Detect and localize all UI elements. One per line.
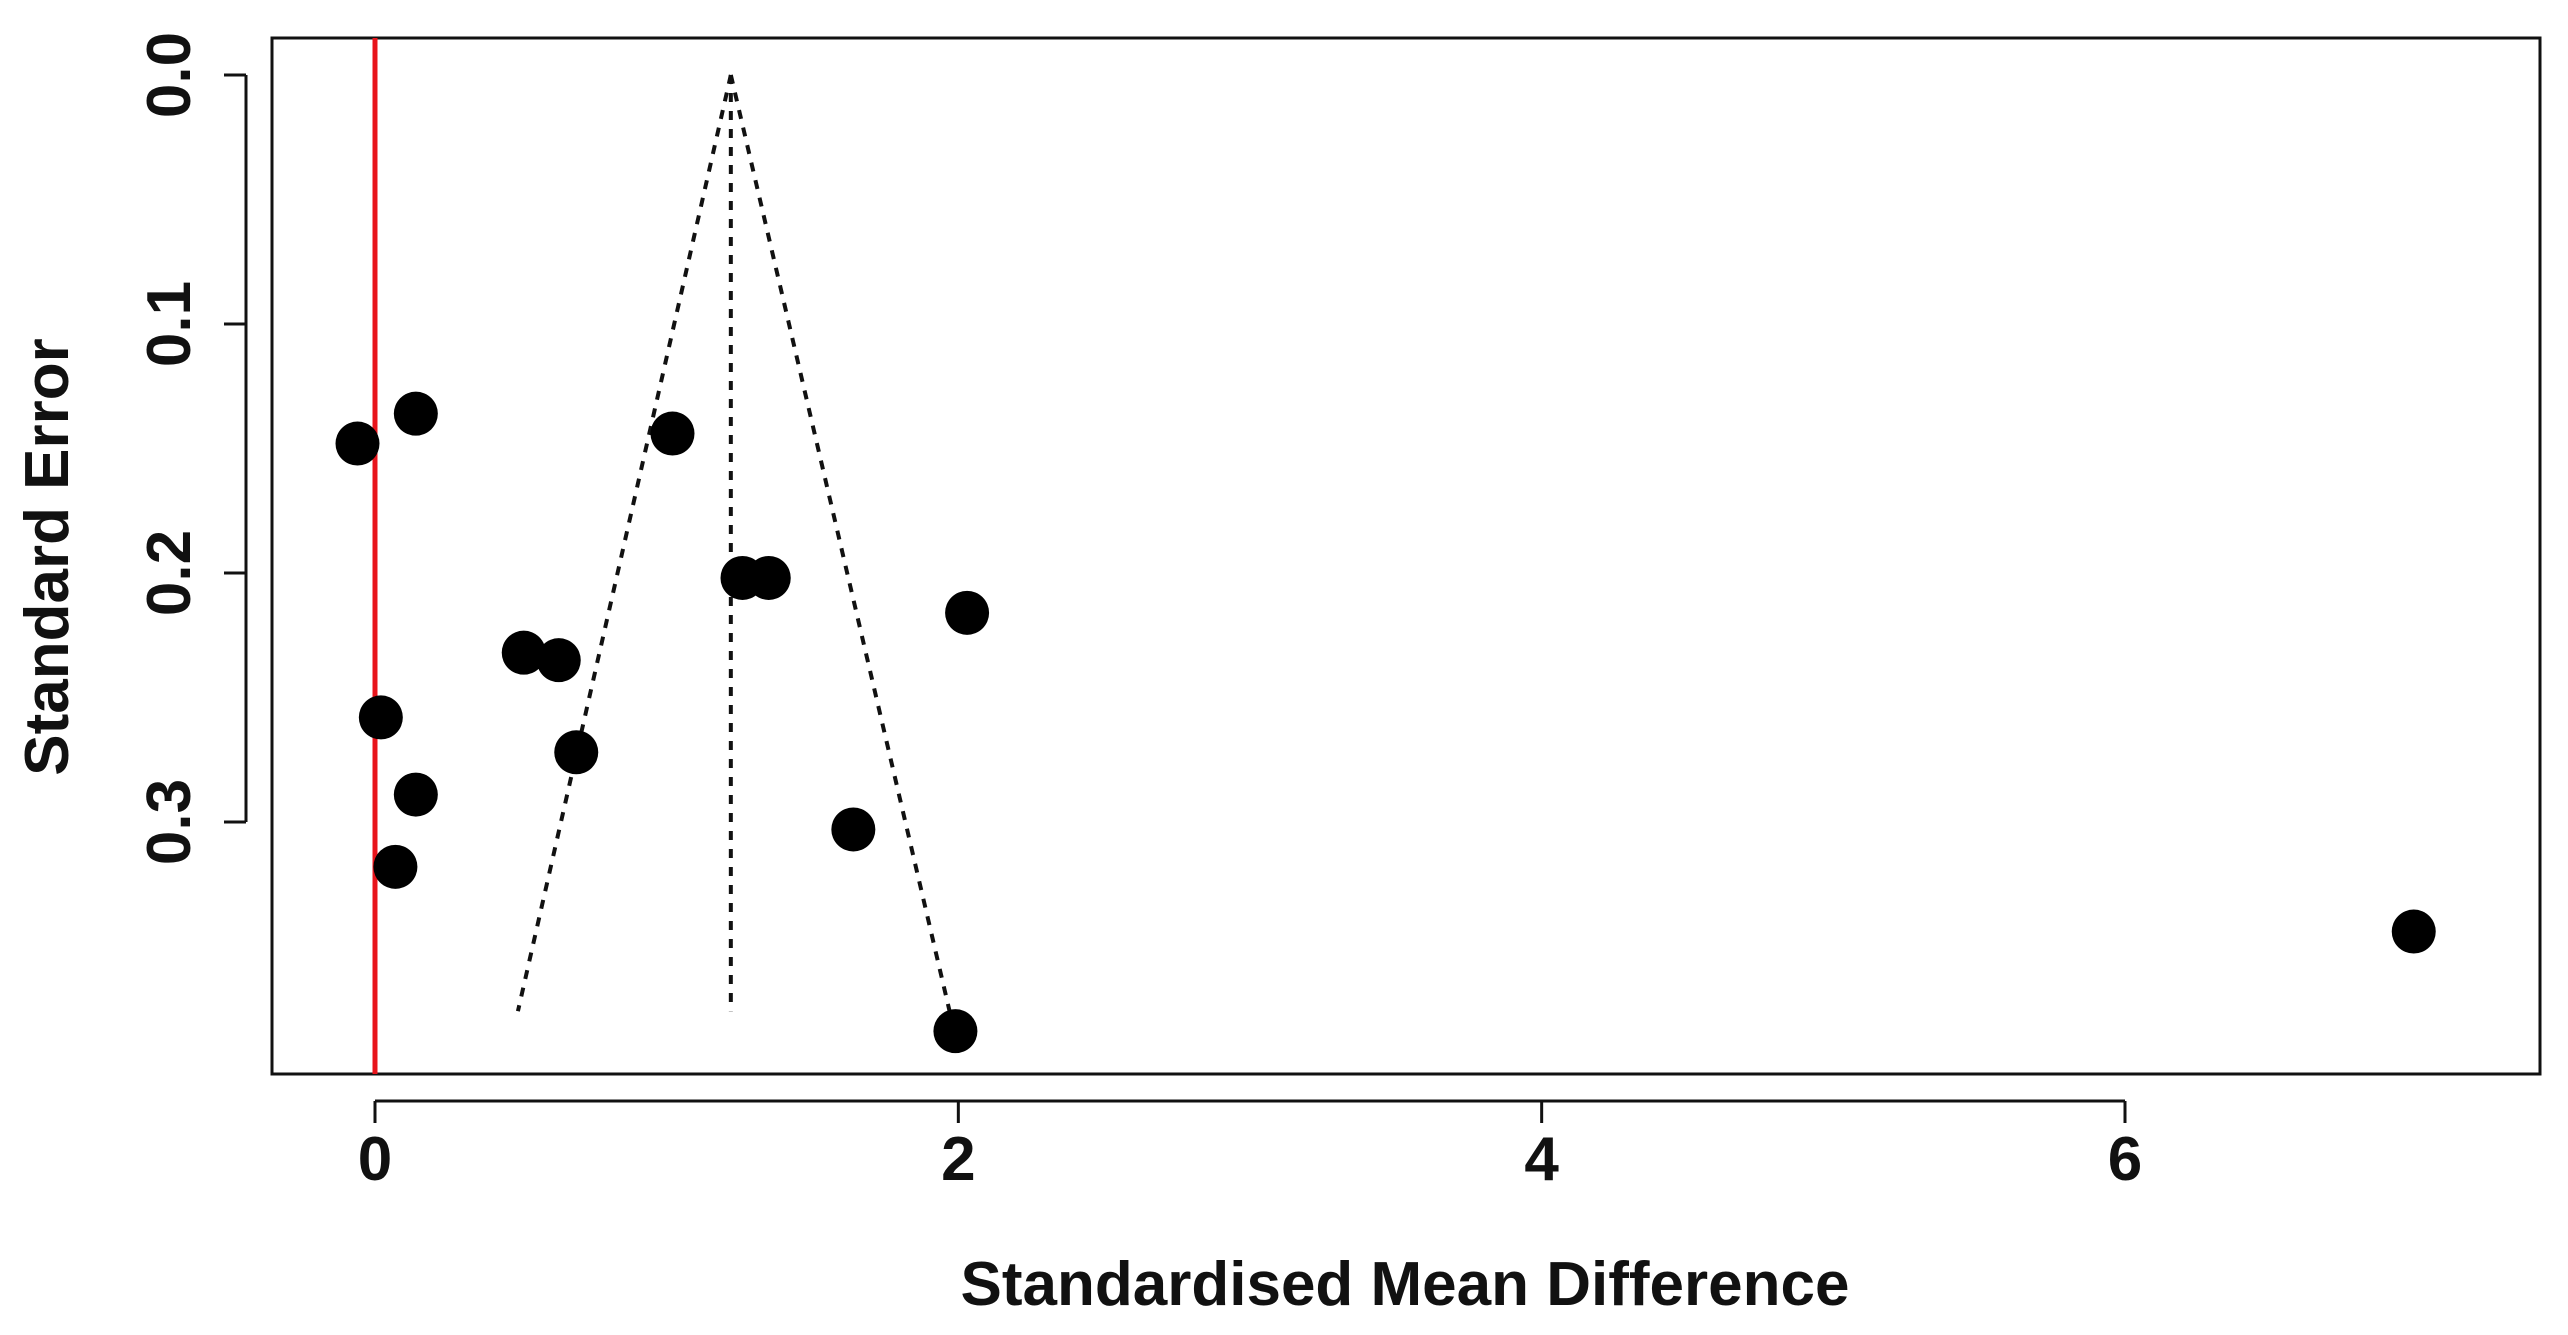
x-axis-label: Standardised Mean Difference [961,1250,1850,1319]
study-point [373,844,418,889]
study-point [335,421,380,466]
x-tick-label: 0 [358,1125,392,1194]
x-tick-label: 2 [941,1125,975,1194]
funnel-left-boundary [515,74,733,1012]
study-point [933,1009,978,1054]
study-point [650,411,695,456]
study-point [945,590,990,635]
study-point [358,695,403,740]
study-point [746,555,791,600]
axes-layer: 0 2 4 6 0.0 0.1 0.2 0.3 [135,32,2142,1194]
y-tick-label: 0.2 [135,530,204,616]
funnel-right-boundary [728,74,952,1012]
study-point [536,638,581,683]
x-tick-label: 4 [1524,1125,1559,1194]
plot-frame [270,36,2542,1076]
y-axis-label: Standard Error [13,338,82,776]
study-point [831,807,876,852]
study-point [393,391,438,436]
x-tick-label: 6 [2108,1125,2142,1194]
study-point [501,630,546,675]
study-point [2391,909,2436,954]
y-tick-label: 0.0 [135,32,204,118]
y-tick-label: 0.1 [135,281,204,367]
y-tick-label: 0.3 [135,779,204,865]
study-point [554,730,599,775]
study-point [393,772,438,817]
marks-layer [335,38,2436,1074]
